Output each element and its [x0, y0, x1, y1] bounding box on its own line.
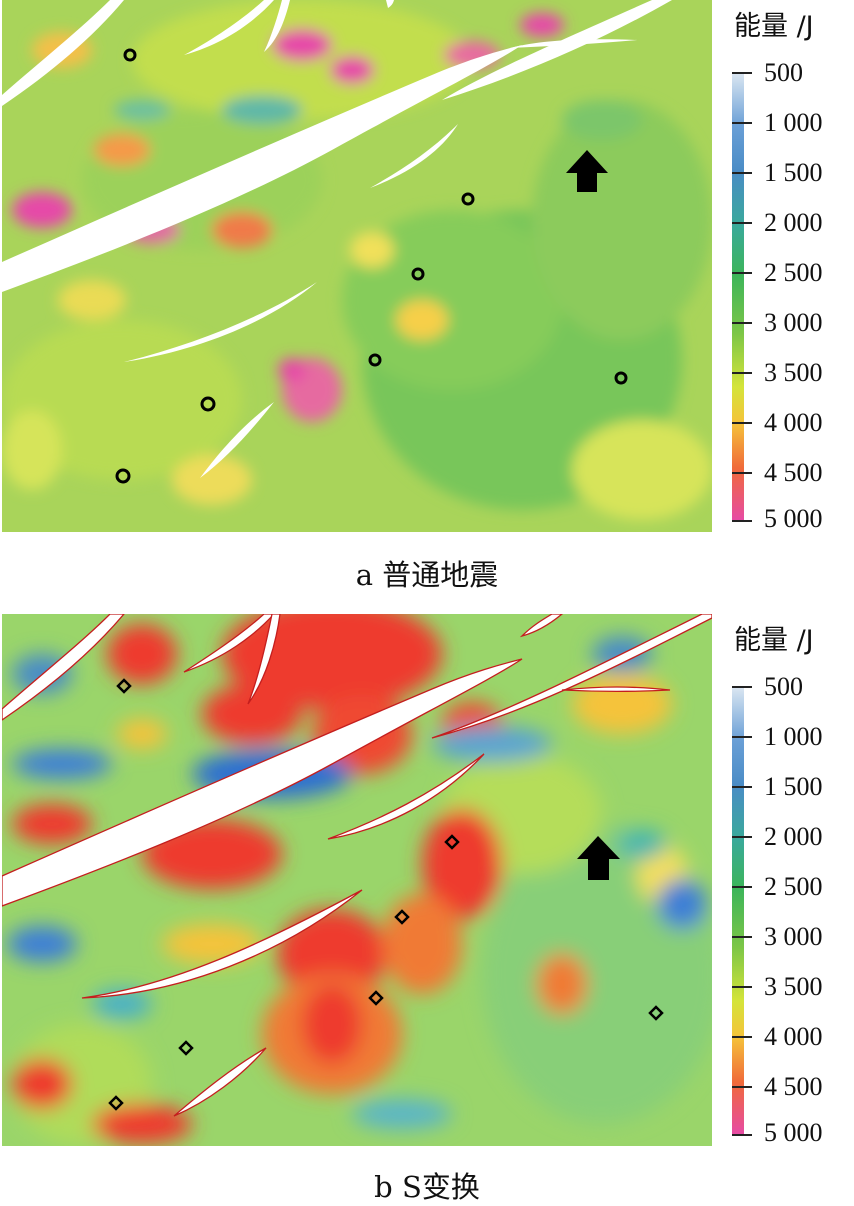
legend-value: 5 000	[764, 504, 823, 533]
legend-value: 500	[764, 58, 803, 87]
legend-color-bar	[732, 686, 744, 1136]
legend-title: 能量 /J	[734, 11, 814, 42]
fault-line	[247, 614, 281, 705]
well-marker-icon	[411, 267, 425, 281]
legend-value: 2 000	[764, 822, 823, 851]
legend-tick	[732, 1086, 752, 1088]
fault-line	[200, 402, 274, 478]
legend-value: 3 500	[764, 358, 823, 387]
fault-line-main	[2, 45, 522, 292]
legend-value: 500	[764, 672, 803, 701]
north-arrow-icon	[577, 836, 620, 880]
well-marker-icon	[648, 1005, 664, 1021]
north-arrow-icon	[566, 150, 608, 192]
legend-value: 4 500	[764, 458, 823, 487]
legend-tick	[732, 686, 752, 688]
fault-line	[386, 0, 394, 8]
well-marker-icon	[108, 1095, 124, 1111]
well-marker-icon	[368, 353, 382, 367]
fault-line	[327, 753, 485, 840]
fault-line	[81, 889, 363, 999]
well-marker-icon	[461, 192, 475, 206]
map-b-energy-field	[7, 614, 712, 1144]
legend-tick	[732, 886, 752, 888]
map-b-fault-lines	[2, 614, 712, 1117]
legend-value: 1 500	[764, 772, 823, 801]
legend-value: 2 500	[764, 872, 823, 901]
fault-line-main	[2, 658, 523, 907]
legend-tick	[732, 520, 752, 522]
fault-line	[442, 0, 672, 100]
map-a-energy-field	[2, 0, 712, 520]
fault-line	[510, 39, 637, 48]
map-a-canvas	[2, 0, 712, 532]
legend-tick	[732, 1134, 752, 1136]
legend-tick	[732, 122, 752, 124]
fault-line	[2, 614, 125, 721]
legend-tick	[732, 836, 752, 838]
map-b-canvas	[2, 614, 712, 1146]
legend-value: 3 000	[764, 922, 823, 951]
fault-line	[561, 686, 671, 693]
well-marker-icon	[444, 834, 460, 850]
legend-value: 2 000	[764, 208, 823, 237]
legend-value: 3 500	[764, 972, 823, 1001]
fault-line	[431, 614, 712, 739]
legend-tick	[732, 322, 752, 324]
legend-tick	[732, 1036, 752, 1038]
legend-tick	[732, 736, 752, 738]
legend-value: 4 500	[764, 1072, 823, 1101]
fault-line	[173, 1047, 267, 1117]
fault-line	[519, 614, 564, 638]
fault-line	[183, 614, 275, 673]
legend-tick	[732, 786, 752, 788]
well-marker-icon	[116, 678, 132, 694]
fault-line	[184, 0, 274, 55]
energy-legend-a: 能量 /J 500 1 000 1 500 2 000 2 500 3 000 …	[720, 0, 852, 532]
well-marker-icon	[614, 371, 628, 385]
panel-b-caption: b S变换	[374, 1170, 480, 1204]
fault-line	[264, 0, 290, 52]
fault-line	[2, 0, 124, 106]
legend-tick	[732, 272, 752, 274]
legend-color-bar	[732, 72, 744, 522]
well-marker-icon	[368, 990, 384, 1006]
energy-map-ordinary-seismic	[2, 0, 712, 532]
legend-tick	[732, 936, 752, 938]
legend-value: 1 000	[764, 722, 823, 751]
map-b-well-markers	[108, 678, 664, 1111]
legend-value: 1 000	[764, 108, 823, 137]
well-marker-icon	[394, 909, 410, 925]
map-a-well-markers	[115, 48, 628, 484]
legend-tick	[732, 172, 752, 174]
legend-value: 3 000	[764, 308, 823, 337]
legend-tick	[732, 472, 752, 474]
well-marker-icon	[123, 48, 137, 62]
legend-value: 4 000	[764, 408, 823, 437]
legend-value: 5 000	[764, 1118, 823, 1147]
legend-tick	[732, 372, 752, 374]
well-marker-icon	[178, 1040, 194, 1056]
legend-value: 4 000	[764, 1022, 823, 1051]
legend-tick	[732, 222, 752, 224]
legend-tick	[732, 422, 752, 424]
map-a-fault-lines	[2, 0, 672, 478]
legend-tick	[732, 72, 752, 74]
well-marker-icon	[115, 468, 131, 484]
legend-title: 能量 /J	[734, 625, 814, 656]
legend-tick	[732, 986, 752, 988]
legend-value: 1 500	[764, 158, 823, 187]
energy-legend-b: 能量 /J 500 1 000 1 500 2 000 2 500 3 000 …	[720, 614, 852, 1146]
legend-value: 2 500	[764, 258, 823, 287]
well-marker-icon	[200, 396, 216, 412]
energy-map-s-transform	[2, 614, 712, 1146]
panel-a-caption: a 普通地震	[355, 558, 499, 592]
